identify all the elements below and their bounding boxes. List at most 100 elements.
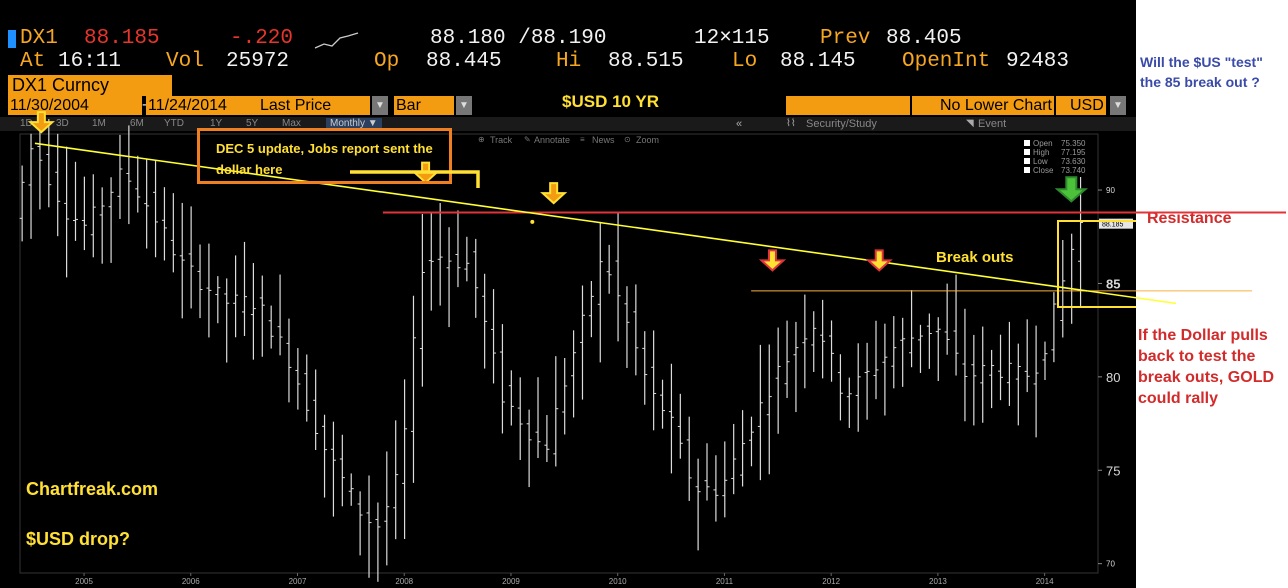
site-label: Chartfreak.com <box>26 479 159 499</box>
security-study-icon[interactable]: ⌇⌇ <box>786 118 796 129</box>
ohlc-bar <box>259 275 265 357</box>
ohlc-bar <box>402 379 408 540</box>
breakouts-label: Break outs <box>936 249 1014 266</box>
plot-frame <box>19 133 1099 574</box>
period-ytd[interactable]: YTD <box>164 118 184 129</box>
breakout-highlight-box <box>1057 220 1136 308</box>
prev-label: Prev <box>820 27 871 50</box>
ohlc-bar <box>526 409 532 488</box>
security-field[interactable]: DX1 Curncy <box>8 75 172 96</box>
ohlc-bar <box>410 295 416 483</box>
size: 12×115 <box>694 27 770 50</box>
legend-low: Low 73.630 <box>1024 157 1106 166</box>
ohlc-bar <box>99 187 105 264</box>
event-icon[interactable]: ◥ <box>966 118 974 129</box>
ohlc-bar <box>917 324 923 373</box>
ohlc-bar <box>446 227 452 328</box>
ohlc-bar <box>206 243 212 338</box>
annotation-panel: Will the $US "test" the 85 break out ? R… <box>1136 0 1288 588</box>
ohlc-bar <box>286 318 292 403</box>
legend-high-label: High <box>1033 148 1050 157</box>
legend-close: Close 73.740 <box>1024 166 1106 175</box>
chart-arrows <box>27 111 1089 272</box>
annotate-icon[interactable]: ✎ <box>524 135 531 144</box>
ohlc-bar <box>46 119 52 208</box>
end-date-field[interactable]: 11/24/2014 <box>146 96 258 115</box>
ohlc-bar <box>864 342 870 420</box>
field-label: Last Price <box>260 97 332 114</box>
period-1y[interactable]: 1Y <box>210 118 223 129</box>
ohlc-bar <box>357 491 363 556</box>
security-study-button[interactable]: Security/Study <box>806 118 877 130</box>
last-price-tag: 88.185 <box>1099 218 1133 229</box>
period-1m[interactable]: 1M <box>92 118 106 129</box>
ohlc-bar <box>304 354 310 422</box>
ohlc-bar <box>28 133 34 239</box>
collapse-icon[interactable]: « <box>736 118 743 130</box>
lower-chart-select[interactable]: No Lower Chart <box>912 96 1054 115</box>
period-6m[interactable]: 6M <box>130 118 144 129</box>
ohlc-bar <box>1024 319 1030 393</box>
frequency-select[interactable]: Monthly ▼ <box>326 118 382 129</box>
ohlc-bar <box>935 317 941 382</box>
period-3d[interactable]: 3D <box>56 118 69 129</box>
ohlc-bar <box>277 274 283 356</box>
event-button[interactable]: Event <box>978 118 1007 130</box>
ohlc-bar <box>1051 292 1057 363</box>
green-down-arrow-icon <box>1054 176 1089 203</box>
annotation-dot <box>530 219 535 224</box>
ohlc-bar <box>713 455 719 522</box>
period-max[interactable]: Max <box>282 118 301 129</box>
currency-dropdown-arrow[interactable]: ▼ <box>1110 96 1126 115</box>
style-dropdown-arrow[interactable]: ▼ <box>456 96 472 115</box>
annotate-tool[interactable]: Annotate <box>534 135 571 145</box>
ohlc-bar <box>153 159 159 258</box>
ohlc-bar <box>651 330 657 431</box>
y-tick-label: 80 <box>1106 370 1120 385</box>
resistance-label: Resistance <box>1147 210 1232 227</box>
field-select[interactable]: Last Price <box>258 96 370 115</box>
openint-label: OpenInt <box>902 50 991 73</box>
ohlc-bar <box>953 274 959 376</box>
ohlc-bar <box>1033 325 1039 438</box>
track-icon[interactable]: ⊕ <box>478 135 485 144</box>
ohlc-bar <box>962 308 968 422</box>
question-note: Will the $US "test" the 85 break out ? <box>1140 54 1263 90</box>
ohlc-bar <box>170 193 176 273</box>
ohlc-bar <box>197 244 203 319</box>
news-icon[interactable]: ≡ <box>580 135 585 144</box>
period-1d[interactable]: 1D <box>20 118 33 129</box>
ohlc-bar <box>250 263 256 360</box>
zoom-tool[interactable]: Zoom <box>636 135 660 145</box>
zoom-icon[interactable]: ⊙ <box>624 135 631 144</box>
ohlc-bar <box>588 280 594 338</box>
red-down-arrow-icon <box>865 249 893 272</box>
style-select[interactable]: Bar <box>394 96 454 115</box>
period-5y[interactable]: 5Y <box>246 118 259 129</box>
ohlc-bar <box>64 146 70 278</box>
ohlc-bar <box>313 369 319 451</box>
ohlc-bar <box>660 379 666 429</box>
ohlc-bar <box>482 273 488 369</box>
usd-drop-label: $USD drop? <box>26 529 131 549</box>
ohlc-bar <box>686 416 692 501</box>
date-separator: - <box>142 96 147 113</box>
currency-select[interactable]: USD <box>1056 96 1106 115</box>
start-date-field[interactable]: 11/30/2004 <box>8 96 142 115</box>
ohlc-bar <box>606 244 612 294</box>
news-tool[interactable]: News <box>592 135 615 145</box>
period-toolbar <box>0 117 1136 131</box>
ohlc-bar <box>909 290 915 368</box>
legend-open: Open 75.350 <box>1024 139 1106 148</box>
chart-title: $USD 10 YR <box>562 92 660 111</box>
vol-value: 25972 <box>226 50 290 73</box>
x-tick-label: 2012 <box>822 577 840 586</box>
ohlc-bar <box>241 241 247 336</box>
field-dropdown-arrow[interactable]: ▼ <box>372 96 388 115</box>
bid-ask: 88.180 /88.190 <box>430 27 607 50</box>
y-tick-label: 90 <box>1106 186 1115 195</box>
chart-lines <box>34 142 1098 292</box>
ohlc-bar <box>695 458 701 551</box>
ohlc-bar <box>882 323 888 416</box>
track-tool[interactable]: Track <box>490 135 513 145</box>
